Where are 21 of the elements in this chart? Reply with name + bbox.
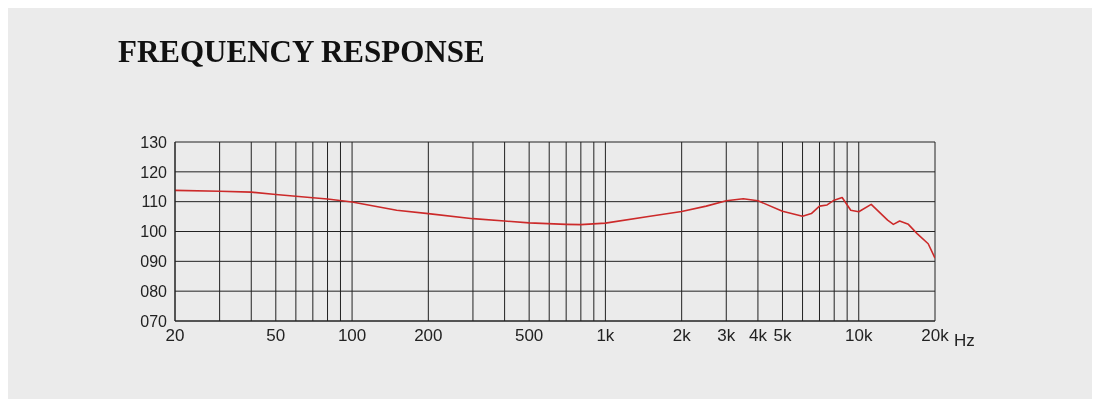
y-tick-label: 090 xyxy=(140,253,168,271)
x-tick-label: 10k xyxy=(845,326,873,346)
x-tick-label: 1k xyxy=(596,326,615,346)
x-tick-label: 100 xyxy=(337,326,367,346)
y-tick-label: 080 xyxy=(140,282,168,300)
x-tick-label: 500 xyxy=(514,326,544,346)
y-tick-label: 130 xyxy=(140,133,168,151)
y-tick-label: 110 xyxy=(141,193,168,211)
y-tick-label: 120 xyxy=(140,163,168,181)
x-tick-label: 200 xyxy=(414,326,443,346)
x-tick-label: 2k xyxy=(672,326,692,346)
y-tick-label: 070 xyxy=(140,312,168,330)
x-tick-label: 3k xyxy=(717,326,736,346)
x-axis-title: Hz xyxy=(954,331,975,351)
x-tick-label: 20 xyxy=(165,326,185,346)
x-tick-label: 4k xyxy=(748,326,768,346)
x-tick-label: 20k xyxy=(921,326,950,346)
x-tick-label: 5k xyxy=(773,326,792,346)
chart-title: FREQUENCY RESPONSE xyxy=(118,34,485,70)
y-tick-label: 100 xyxy=(140,223,168,241)
x-tick-label: 50 xyxy=(266,326,286,346)
